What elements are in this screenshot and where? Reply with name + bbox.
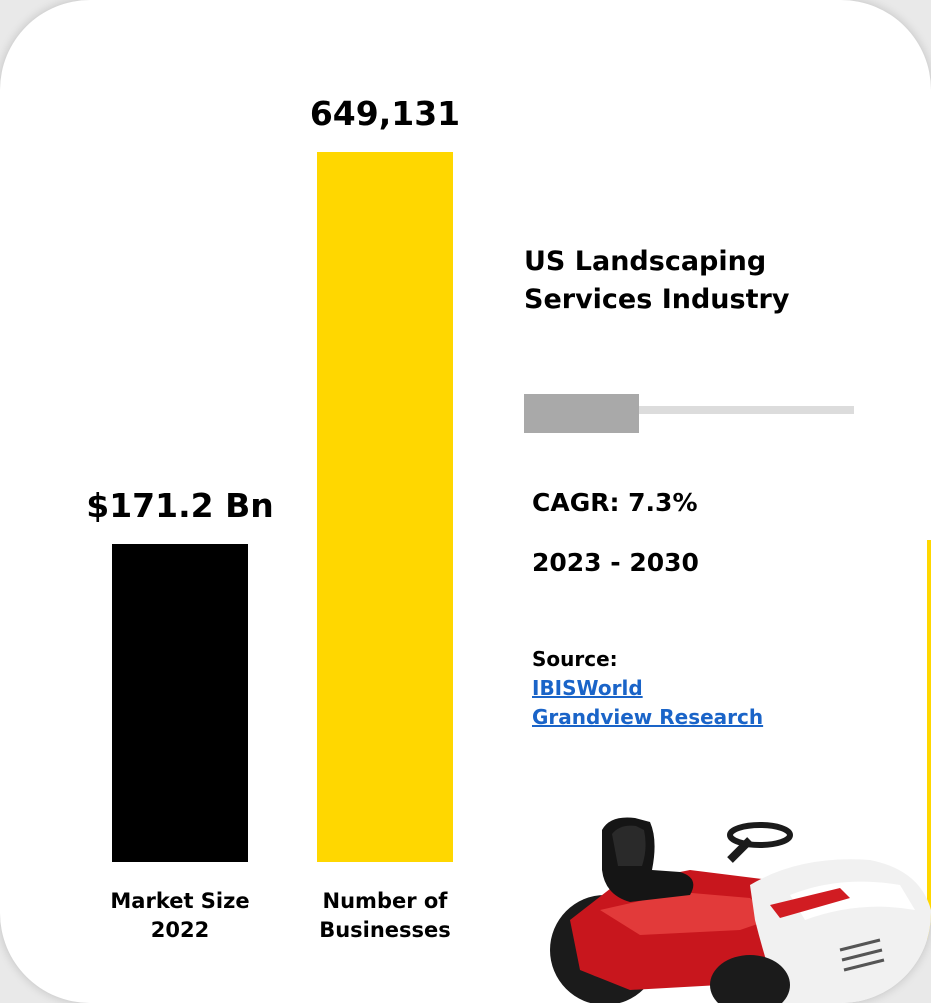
category-label-line: Market Size (110, 889, 250, 913)
divider-accent (524, 394, 639, 433)
period-text: 2023 - 2030 (532, 548, 699, 577)
bar-1 (317, 152, 453, 862)
accent-strip (927, 540, 931, 1003)
category-label-line: 2022 (150, 918, 210, 942)
lawn-mower-icon (550, 817, 931, 1003)
category-label-line: Number of (322, 889, 448, 913)
cagr-text: CAGR: 7.3% (532, 488, 698, 517)
divider-track (524, 406, 854, 414)
ibisworld-link[interactable]: IBISWorld (532, 676, 643, 700)
market-size-category-label: Market Size 2022 (80, 887, 280, 945)
industry-title: US Landscaping Services Industry (524, 243, 854, 319)
title-line-1: US Landscaping (524, 246, 767, 277)
bar-0 (112, 544, 248, 862)
title-line-2: Services Industry (524, 284, 790, 315)
category-label-line: Businesses (319, 918, 451, 942)
grandview-research-link[interactable]: Grandview Research (532, 705, 764, 729)
businesses-value-label: 649,131 (309, 94, 461, 133)
source-label: Source: (532, 647, 618, 671)
businesses-category-label: Number of Businesses (285, 887, 485, 945)
market-size-value-label: $171.2 Bn (86, 486, 274, 525)
source-block: Source: IBISWorld Grandview Research (532, 645, 763, 732)
